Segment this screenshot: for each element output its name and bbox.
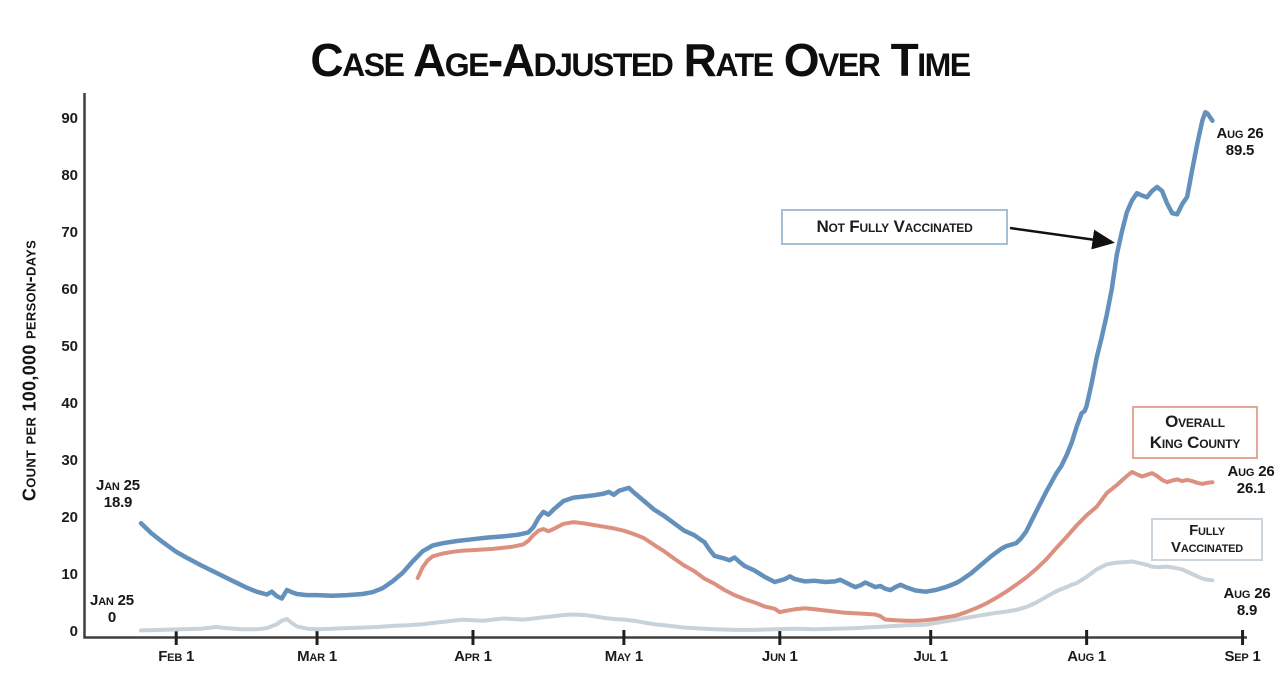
axes-layer: 0 10 20 30 40 50 60 70 80 90 Feb 1 Mar 1 Apr 1 May 1 J… <box>61 93 1261 665</box>
x-tick-label: Aug 1 <box>1067 648 1106 665</box>
annotation-date: Aug 26 <box>1223 585 1271 602</box>
page-title: Case Age-Adjusted Rate Over Time <box>310 34 971 86</box>
legend-not-fully-vaccinated: Not Fully Vaccinated <box>781 209 1008 245</box>
x-tick-label: Feb 1 <box>158 648 194 665</box>
annotation-arrow <box>1009 226 1115 250</box>
x-tick-label: Sep 1 <box>1224 648 1260 665</box>
x-tick-label: May 1 <box>605 648 643 665</box>
x-tick-label: Jun 1 <box>762 648 798 665</box>
y-tick-label: 90 <box>61 110 78 127</box>
x-tick-label: Apr 1 <box>454 648 492 665</box>
annotation-value: 18.9 <box>103 494 133 511</box>
annotation-jan25-fully: Jan 25 0 <box>72 592 152 626</box>
annotation-value: 89.5 <box>1225 142 1255 159</box>
series-layer <box>138 110 1215 633</box>
annotation-aug26-overall: Aug 26 26.1 <box>1210 463 1280 497</box>
legend-fully-vaccinated: Fully Vaccinated <box>1151 518 1263 561</box>
y-tick-label: 10 <box>61 566 78 583</box>
y-tick-label: 60 <box>61 281 78 298</box>
y-tick-label: 30 <box>61 452 78 469</box>
x-tick-label: Mar 1 <box>297 648 337 665</box>
y-tick-label: 0 <box>70 623 78 640</box>
y-tick-label: 40 <box>61 395 78 412</box>
legend-not-fully-vaccinated-label: Not Fully Vaccinated <box>816 217 973 236</box>
annotation-value: 8.9 <box>1236 602 1258 619</box>
annotation-date: Jan 25 <box>90 592 134 609</box>
legend-overall-king-county: Overall King County <box>1132 406 1258 459</box>
annotation-date: Aug 26 <box>1227 463 1275 480</box>
y-tick-label: 70 <box>61 224 78 241</box>
annotation-date: Aug 26 <box>1216 125 1264 142</box>
annotation-jan25-not-fully: Jan 25 18.9 <box>78 477 158 511</box>
legend-fully-line1: Fully <box>1189 522 1225 539</box>
x-tick-label: Jul 1 <box>913 648 948 665</box>
y-tick-label: 50 <box>61 338 78 355</box>
y-tick-label: 20 <box>61 509 78 526</box>
annotation-value: 0 <box>107 609 117 626</box>
annotation-aug26-fully: Aug 26 8.9 <box>1206 585 1280 619</box>
annotation-aug26-not-fully: Aug 26 89.5 <box>1199 125 1280 159</box>
y-tick-label: 80 <box>61 167 78 184</box>
annotation-date: Jan 25 <box>96 477 140 494</box>
legend-overall-line1: Overall <box>1165 412 1225 431</box>
series-line-fully-vaccinated <box>139 559 1215 633</box>
y-axis-title: Count per 100,000 person-days <box>19 239 40 502</box>
legend-overall-line2: King County <box>1149 433 1241 452</box>
series-line-overall-king-county <box>415 470 1215 623</box>
series-line-not-fully-vaccinated <box>138 110 1215 601</box>
annotation-value: 26.1 <box>1236 480 1266 497</box>
legend-fully-line2: Vaccinated <box>1171 539 1243 556</box>
